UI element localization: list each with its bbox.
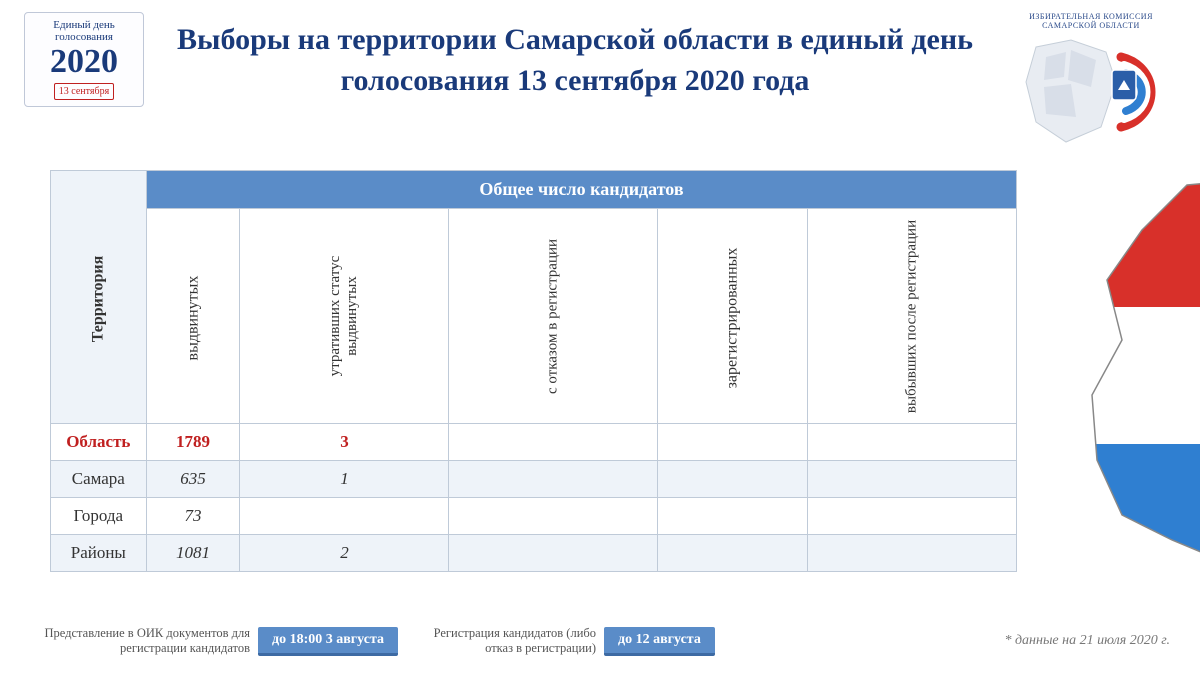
- logo-year: 2020: [31, 45, 137, 79]
- candidates-table: Территория Общее число кандидатов выдвин…: [50, 170, 1017, 572]
- table-cell: [658, 535, 808, 572]
- deadline-1-badge: до 18:00 3 августа: [258, 627, 398, 656]
- table-cell: 635: [146, 461, 240, 498]
- table-cell: [240, 498, 449, 535]
- col-nominated: выдвинутых: [146, 209, 240, 424]
- table-body: Область17893Самара6351Города73Районы1081…: [51, 424, 1017, 572]
- col-group-header: Общее число кандидатов: [146, 171, 1017, 209]
- table-row: Область17893: [51, 424, 1017, 461]
- region-map: [1067, 170, 1200, 585]
- col-territory: Территория: [51, 171, 147, 424]
- table-cell: 1: [240, 461, 449, 498]
- col-lost-status: утративших статус выдвинутых: [240, 209, 449, 424]
- table-cell: [449, 498, 658, 535]
- table-cell: 1789: [146, 424, 240, 461]
- table-cell: 3: [240, 424, 449, 461]
- table-cell: [658, 424, 808, 461]
- deadline-2: Регистрация кандидатов (либо отказ в рег…: [416, 626, 715, 657]
- commission-logo: ИЗБИРАТЕЛЬНАЯ КОМИССИЯ САМАРСКОЙ ОБЛАСТИ: [1006, 12, 1176, 152]
- table-cell: Районы: [51, 535, 147, 572]
- table-row: Города73: [51, 498, 1017, 535]
- table-cell: Самара: [51, 461, 147, 498]
- table-row: Районы10812: [51, 535, 1017, 572]
- table-cell: [449, 424, 658, 461]
- footer: Представление в ОИК документов для регис…: [0, 626, 1200, 657]
- col-registered: зарегистрированных: [658, 209, 808, 424]
- content-row: Территория Общее число кандидатов выдвин…: [0, 152, 1200, 585]
- header: Единый день голосования 2020 13 сентября…: [0, 0, 1200, 152]
- commission-caption: ИЗБИРАТЕЛЬНАЯ КОМИССИЯ САМАРСКОЙ ОБЛАСТИ: [1006, 12, 1176, 30]
- data-as-of-note: * данные на 21 июля 2020 г.: [1004, 633, 1170, 649]
- table-cell: [808, 535, 1017, 572]
- col-refused: с отказом в регистрации: [449, 209, 658, 424]
- logo-line1: Единый день голосования: [31, 19, 137, 43]
- logo-date: 13 сентября: [54, 83, 114, 100]
- table-cell: [808, 498, 1017, 535]
- table-cell: Города: [51, 498, 147, 535]
- table-cell: [658, 498, 808, 535]
- table-cell: [808, 461, 1017, 498]
- samara-map-icon: [1067, 170, 1200, 580]
- deadline-2-badge: до 12 августа: [604, 627, 715, 656]
- deadline-1: Представление в ОИК документов для регис…: [30, 626, 398, 657]
- table-cell: [449, 461, 658, 498]
- deadline-2-label: Регистрация кандидатов (либо отказ в рег…: [416, 626, 596, 657]
- table-cell: [658, 461, 808, 498]
- table-cell: 73: [146, 498, 240, 535]
- table-cell: [808, 424, 1017, 461]
- voting-day-logo: Единый день голосования 2020 13 сентября: [24, 12, 144, 107]
- table-cell: 2: [240, 535, 449, 572]
- page-title: Выборы на территории Самарской области в…: [164, 12, 986, 101]
- col-withdrawn: выбывших после регистрации: [808, 209, 1017, 424]
- table-cell: Область: [51, 424, 147, 461]
- table-cell: [449, 535, 658, 572]
- table-cell: 1081: [146, 535, 240, 572]
- deadline-1-label: Представление в ОИК документов для регис…: [30, 626, 250, 657]
- table-row: Самара6351: [51, 461, 1017, 498]
- commission-emblem-icon: [1016, 32, 1166, 152]
